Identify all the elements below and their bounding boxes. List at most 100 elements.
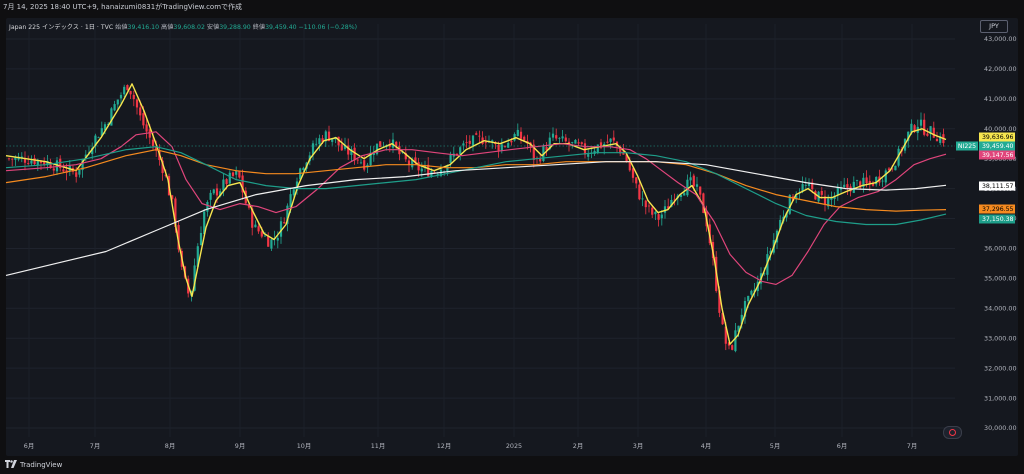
candle-body: [599, 142, 603, 148]
candle-body: [270, 239, 273, 249]
candle-body: [295, 181, 299, 191]
candle-body: [823, 196, 827, 205]
snapshot-button[interactable]: [943, 426, 962, 439]
candle-body: [747, 295, 750, 302]
candle-body: [283, 222, 286, 224]
candle-body: [55, 160, 59, 172]
x-tick-label: 5月: [770, 442, 780, 450]
candle-body: [619, 146, 622, 154]
candle-body: [135, 99, 139, 108]
candle-body: [324, 131, 327, 142]
candle-body: [49, 162, 52, 169]
price-tag: 39,147.56: [982, 152, 1014, 159]
candle-body: [612, 137, 615, 141]
candle-body: [411, 159, 414, 168]
candle-body: [587, 154, 590, 157]
candle-body: [820, 190, 823, 195]
candle-body: [33, 158, 36, 165]
candle-body: [545, 147, 548, 151]
candle-body: [513, 134, 516, 141]
candle-body: [455, 153, 459, 155]
price-tag: 38,111.57: [982, 183, 1014, 190]
price-tag-bg: [979, 132, 1015, 142]
candle-body: [935, 138, 939, 142]
candle-body: [404, 152, 407, 160]
candle-body: [151, 139, 155, 147]
candle-body: [212, 189, 215, 194]
candle-body: [91, 148, 94, 155]
candle-body: [94, 135, 97, 147]
plot-area[interactable]: [6, 18, 1018, 456]
low-value: 39,288.90: [219, 24, 251, 31]
candle-body: [263, 235, 267, 237]
y-tick-label: 43,000.00: [984, 35, 1017, 43]
candle-body: [145, 124, 148, 132]
candle-body: [548, 137, 551, 150]
candle-body: [561, 136, 564, 139]
candle-body: [731, 345, 734, 350]
y-tick-label: 30,000.00: [984, 424, 1017, 432]
x-tick-label: 12月: [437, 442, 452, 450]
candle-body: [209, 192, 212, 200]
candle-body: [353, 147, 356, 161]
candle-body: [887, 168, 891, 171]
candle-body: [750, 290, 753, 295]
footer: TradingView: [5, 460, 62, 469]
candle-body: [686, 179, 689, 196]
candle-body: [913, 125, 916, 132]
candle-body: [327, 131, 331, 141]
candle-body: [791, 196, 795, 201]
candle-body: [638, 184, 641, 200]
candle-body: [23, 158, 27, 163]
candle-body: [862, 177, 865, 187]
x-tick-label: 9月: [235, 442, 245, 450]
x-tick-label: 7月: [90, 442, 100, 450]
candle-body: [350, 149, 353, 155]
candle-body: [257, 226, 260, 232]
grid-lines: [6, 24, 955, 437]
candle-body: [724, 326, 727, 344]
candle-body: [193, 265, 196, 291]
candle-body: [241, 175, 244, 193]
candle-body: [785, 212, 788, 218]
candle-body: [177, 225, 180, 250]
candle-body: [910, 123, 913, 134]
candle-body: [174, 198, 177, 227]
symbol-tag-bg: [956, 141, 978, 151]
candle-body: [337, 136, 340, 146]
series-line: [5, 146, 947, 226]
candle-body: [843, 184, 846, 187]
candle-body: [532, 144, 535, 160]
candle-body: [43, 160, 46, 165]
candle-body: [836, 187, 839, 196]
candle-body: [436, 174, 439, 175]
candle-body: [625, 154, 628, 162]
candle-body: [123, 86, 126, 95]
series-line: [5, 161, 947, 276]
candle-body: [97, 137, 100, 139]
x-tick-label: 6月: [24, 442, 34, 450]
candle-body: [161, 160, 164, 174]
candle-body: [369, 152, 372, 166]
candle-body: [795, 195, 798, 200]
candle-body: [203, 211, 206, 235]
candle-body: [132, 94, 135, 100]
candle-body: [238, 171, 241, 178]
candle-body: [609, 138, 612, 142]
candle-body: [571, 142, 574, 143]
candle-body: [340, 144, 343, 151]
price-tag: 37,150.38: [982, 216, 1014, 223]
candle-body: [855, 180, 859, 181]
candle-body: [475, 133, 478, 135]
x-tick-label: 3月: [633, 442, 643, 450]
candle-body: [235, 170, 238, 175]
price-tag: 37,296.55: [982, 206, 1014, 213]
footer-brand: TradingView: [20, 461, 63, 469]
candle-body: [804, 185, 807, 186]
candle-body: [113, 104, 116, 111]
candle-body: [660, 214, 663, 219]
candle-body: [852, 181, 855, 193]
currency-button[interactable]: JPY: [980, 20, 1008, 33]
